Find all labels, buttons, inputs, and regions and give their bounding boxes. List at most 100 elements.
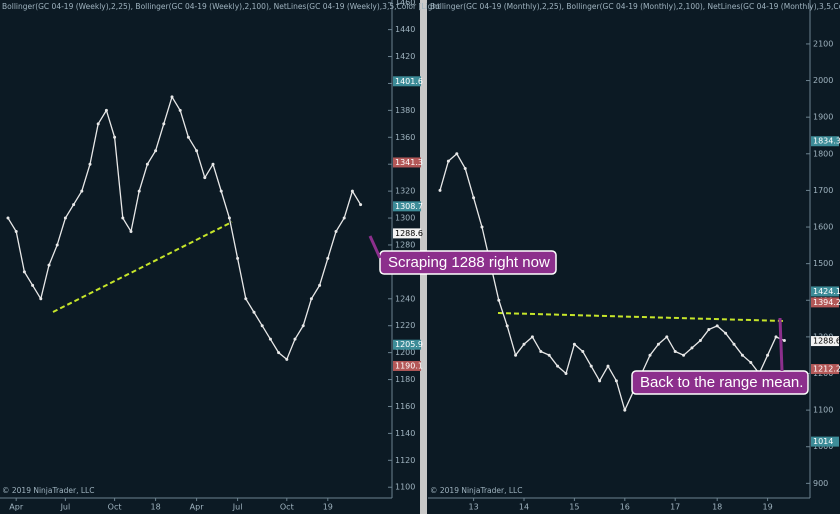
x-tick-label: 19	[763, 503, 773, 512]
price-tag	[811, 136, 839, 147]
price-point	[606, 364, 610, 368]
price-point	[293, 337, 297, 341]
price-line	[7, 95, 362, 361]
price-point	[63, 216, 67, 220]
price-point	[724, 331, 728, 335]
price-point	[463, 166, 467, 170]
y-tick-label: 1160	[395, 402, 415, 411]
price-point	[438, 188, 442, 192]
price-point	[359, 203, 363, 207]
price-point	[564, 372, 568, 375]
price-tag-label: 1424.1	[813, 287, 840, 296]
price-point	[6, 216, 10, 220]
price-point	[129, 230, 133, 234]
price-point	[682, 353, 686, 357]
x-tick-label: Oct	[108, 503, 122, 512]
annotation-box	[379, 250, 557, 275]
x-tick-label: Apr	[9, 503, 24, 512]
price-tag-label: 1288.6	[395, 229, 423, 238]
price-point	[104, 108, 108, 112]
x-tick-label: Jul	[60, 503, 71, 512]
price-tag	[393, 360, 421, 371]
price-tag	[811, 286, 839, 297]
y-tick-label: 1600	[813, 223, 833, 232]
price-point	[55, 243, 59, 247]
y-tick-label: 1220	[395, 321, 415, 330]
price-point	[522, 342, 526, 346]
price-point	[72, 203, 76, 207]
y-tick-label: 1500	[813, 259, 833, 268]
price-point	[260, 324, 264, 328]
x-tick-label: 16	[620, 503, 630, 512]
annotation-arrow	[778, 317, 784, 372]
y-tick-label: 1380	[395, 106, 415, 115]
x-tick-label: 17	[670, 503, 680, 512]
price-point	[514, 353, 518, 357]
price-point	[665, 335, 669, 339]
price-tag	[393, 201, 421, 212]
x-tick-label: Apr	[190, 503, 205, 512]
price-point	[195, 149, 199, 153]
copyright: © 2019 NinjaTrader, LLC	[2, 486, 94, 495]
price-point	[285, 357, 289, 361]
price-point	[581, 350, 585, 354]
price-point	[211, 162, 215, 166]
price-tag	[393, 339, 421, 350]
price-point	[47, 263, 51, 267]
price-point	[145, 162, 149, 166]
price-tag-label: 1014	[813, 437, 833, 446]
price-point	[707, 328, 711, 332]
y-tick-label: 1200	[395, 348, 415, 357]
price-point	[656, 342, 660, 346]
price-point	[497, 298, 501, 302]
price-point	[31, 283, 35, 287]
y-tick-label: 1000	[813, 442, 833, 451]
price-point	[698, 339, 702, 343]
price-point	[766, 353, 770, 357]
y-tick-label: 2100	[813, 39, 833, 48]
price-tag-label: 1205.9	[395, 340, 423, 349]
x-tick-label: 19	[323, 503, 333, 512]
price-point	[749, 361, 753, 365]
price-point	[137, 189, 141, 193]
y-tick-label: 1100	[395, 483, 415, 492]
y-tick-label: 1900	[813, 113, 833, 122]
price-point	[80, 189, 84, 193]
price-tag-label: 1190.1	[395, 361, 423, 370]
price-tag	[393, 76, 421, 87]
y-tick-label: 1360	[395, 133, 415, 142]
price-point	[88, 162, 92, 166]
price-point	[113, 135, 117, 139]
copyright: © 2019 NinjaTrader, LLC	[430, 486, 522, 495]
y-tick-label: 1320	[395, 187, 415, 196]
price-point	[342, 216, 346, 220]
price-point	[455, 152, 459, 156]
price-point	[236, 256, 240, 260]
price-point	[740, 353, 744, 357]
annotation-text: Scraping 1288 right now	[388, 254, 550, 271]
price-tag	[393, 228, 421, 239]
price-point	[648, 353, 652, 357]
price-tag	[811, 297, 839, 308]
annotation-box	[631, 370, 809, 395]
price-tag-label: 1308.7	[395, 202, 423, 211]
y-tick-label: 1300	[395, 214, 415, 223]
price-point	[472, 196, 476, 200]
price-point	[203, 176, 207, 180]
annotation-1: Scraping 1288 right now	[368, 235, 557, 275]
annotation-arrow	[368, 235, 382, 259]
price-point	[178, 108, 182, 112]
price-point	[732, 342, 736, 346]
price-point	[598, 379, 602, 383]
x-tick-label: 14	[519, 503, 529, 512]
price-point	[227, 216, 231, 220]
price-point	[14, 230, 18, 234]
price-point	[170, 95, 174, 99]
price-point	[39, 297, 43, 301]
y-tick-label: 1440	[395, 25, 415, 34]
x-tick-label: Oct	[280, 503, 294, 512]
price-point	[334, 230, 338, 234]
price-point	[309, 297, 313, 301]
price-point	[673, 350, 677, 354]
